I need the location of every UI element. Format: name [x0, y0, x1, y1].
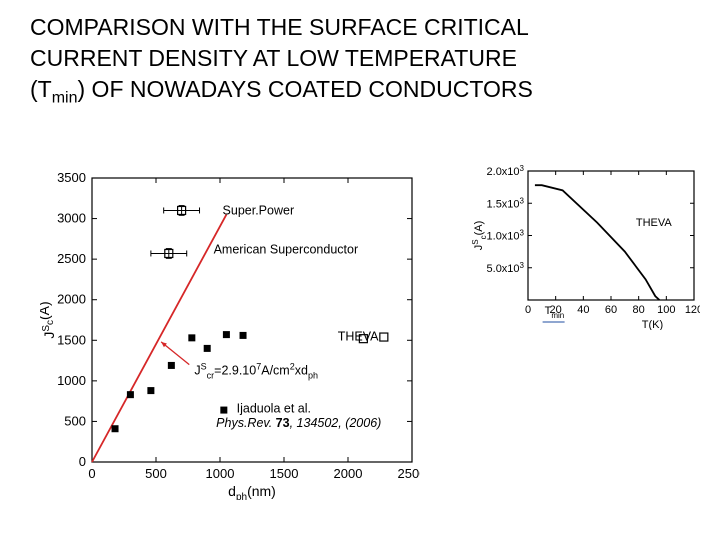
- svg-text:2000: 2000: [334, 466, 363, 481]
- title-line3b: ) OF NOWADAYS COATED CONDUCTORS: [78, 76, 533, 102]
- svg-text:80: 80: [633, 304, 645, 316]
- svg-text:Super.Power: Super.Power: [223, 204, 295, 218]
- svg-text:0: 0: [88, 466, 95, 481]
- svg-text:JSc(A): JSc(A): [471, 221, 488, 251]
- svg-text:100: 100: [657, 304, 675, 316]
- svg-text:3500: 3500: [57, 170, 86, 185]
- small-chart: 0204060801001205.0x1031.0x1031.5x1032.0x…: [470, 165, 700, 330]
- svg-text:JSc(A): JSc(A): [40, 301, 57, 338]
- svg-text:2.0x103: 2.0x103: [487, 165, 525, 178]
- svg-text:2000: 2000: [57, 292, 86, 307]
- title-line2: CURRENT DENSITY AT LOW TEMPERATURE: [30, 45, 517, 71]
- svg-text:60: 60: [605, 304, 617, 316]
- svg-text:500: 500: [145, 466, 167, 481]
- svg-text:THEVA: THEVA: [338, 329, 379, 343]
- svg-text:Phys.Rev. 73, 134502, (2006): Phys.Rev. 73, 134502, (2006): [216, 416, 381, 430]
- svg-text:1500: 1500: [270, 466, 299, 481]
- svg-text:1500: 1500: [57, 332, 86, 347]
- svg-text:1000: 1000: [57, 373, 86, 388]
- svg-text:40: 40: [577, 304, 589, 316]
- svg-text:2500: 2500: [57, 251, 86, 266]
- svg-text:1.5x103: 1.5x103: [487, 196, 525, 210]
- svg-text:3000: 3000: [57, 211, 86, 226]
- svg-text:1000: 1000: [206, 466, 235, 481]
- page-title: COMPARISON WITH THE SURFACE CRITICAL CUR…: [30, 12, 690, 109]
- svg-text:500: 500: [64, 413, 86, 428]
- svg-text:2500: 2500: [398, 466, 420, 481]
- svg-text:0: 0: [525, 304, 531, 316]
- svg-text:dph(nm): dph(nm): [228, 483, 276, 500]
- svg-text:T(K): T(K): [642, 319, 663, 330]
- svg-text:5.0x103: 5.0x103: [487, 261, 525, 275]
- svg-text:American Superconductor: American Superconductor: [214, 242, 359, 256]
- svg-text:1.0x103: 1.0x103: [487, 229, 525, 243]
- svg-text:0: 0: [79, 454, 86, 469]
- title-line1: COMPARISON WITH THE SURFACE CRITICAL: [30, 14, 529, 40]
- svg-text:120: 120: [685, 304, 700, 316]
- svg-text:JScr=2.9.107A/cm2xdph: JScr=2.9.107A/cm2xdph: [194, 361, 318, 380]
- svg-text:Ijaduola et al.: Ijaduola et al.: [237, 402, 311, 416]
- svg-text:THEVA: THEVA: [636, 217, 673, 229]
- main-chart: 0 500 1000 1500 2000 2500 0 500 1000 1500 2000 2500…: [40, 170, 420, 500]
- title-line3-sub: min: [52, 90, 78, 107]
- title-line3a: (T: [30, 76, 52, 102]
